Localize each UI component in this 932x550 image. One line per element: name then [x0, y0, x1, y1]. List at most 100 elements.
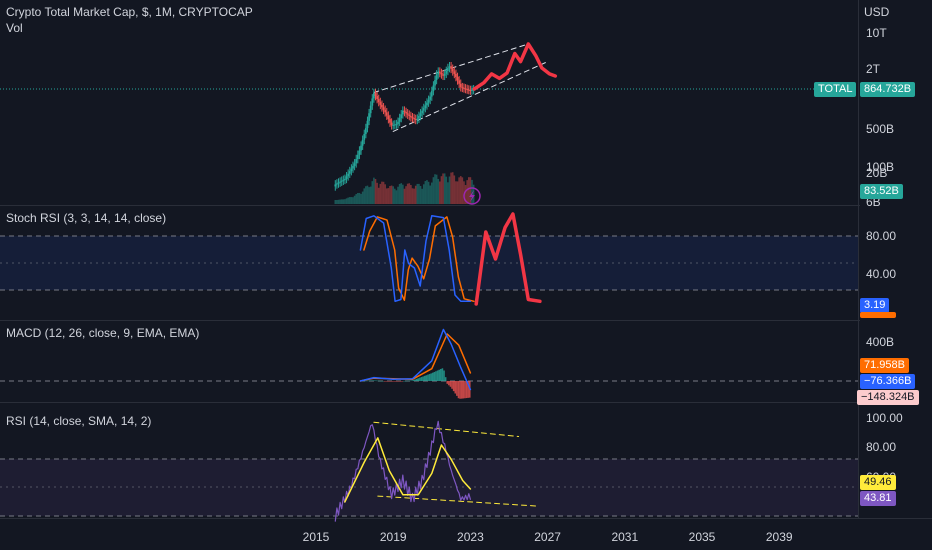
candle-body: [453, 71, 456, 74]
candle-body: [403, 110, 406, 112]
rsi-line: [334, 420, 471, 522]
candle-body: [336, 183, 338, 185]
macd-histogram-bar: [420, 377, 423, 381]
candle-body: [467, 89, 470, 91]
volume-bar: [410, 184, 412, 204]
lightning-icon[interactable]: [463, 187, 481, 205]
macd-histogram-bar: [448, 381, 450, 386]
volume-bar: [358, 192, 361, 204]
rsi-ma-line: [344, 437, 472, 503]
candle-body: [427, 99, 430, 103]
volume-bar: [411, 188, 414, 204]
macd-histogram-bar: [378, 380, 381, 382]
candle-body: [401, 110, 404, 115]
volume-bar: [431, 182, 433, 204]
stoch-rsi-title: Stoch RSI (3, 3, 14, 14, close): [6, 211, 167, 225]
macd-histogram-bar: [370, 380, 373, 382]
x-tick-label: 2023: [457, 530, 484, 544]
macd-histogram-bar: [419, 377, 421, 381]
candle-body: [366, 120, 369, 129]
macd-histogram-bar: [394, 381, 397, 382]
volume-bar: [408, 183, 411, 204]
macd-signal-badge: 71.958B: [860, 358, 909, 373]
volume-bar: [405, 186, 407, 204]
macd-histogram-bar: [427, 374, 429, 381]
volume-bar: [384, 184, 386, 204]
macd-histogram-bar: [406, 380, 408, 382]
candle-body: [374, 93, 377, 97]
volume-bar: [421, 188, 423, 204]
macd-y-axis[interactable]: 400B: [866, 335, 894, 349]
y-tick-label: 80.00: [866, 440, 896, 454]
macd-histogram-bar: [407, 380, 410, 382]
candle-body: [400, 114, 403, 119]
candle-body: [438, 71, 441, 74]
candle-body: [437, 71, 440, 75]
volume-bar: [450, 172, 452, 204]
candle-body: [419, 113, 422, 116]
candle-body: [384, 109, 387, 113]
macd-histogram-bar: [367, 380, 370, 382]
stoch-y-axis[interactable]: 80.00 40.00: [866, 229, 896, 281]
candle-body: [392, 124, 395, 126]
volume-bar: [466, 180, 468, 204]
candle-body: [432, 85, 435, 92]
candle-body: [390, 122, 393, 126]
y-tick-label: 100.00: [866, 411, 903, 425]
y-tick-label: 80.00: [866, 229, 896, 243]
volume-bar: [437, 178, 440, 204]
y-tick-label: 400B: [866, 335, 894, 349]
macd-histogram-bar: [364, 380, 367, 382]
candle-body: [414, 119, 417, 121]
macd-histogram-bar: [425, 375, 428, 381]
candle-body: [376, 96, 379, 100]
macd-histogram-bar: [398, 381, 400, 382]
volume-bar: [348, 197, 351, 204]
y-tick-label: 500B: [866, 122, 894, 136]
candle-body: [337, 182, 340, 184]
volume-bar: [406, 183, 409, 204]
candle-body: [413, 118, 416, 120]
macd-histogram-bar: [382, 380, 384, 382]
candle-body: [429, 96, 432, 100]
candle-body: [424, 105, 427, 109]
volume-bar: [347, 197, 349, 204]
candle-body: [377, 99, 380, 103]
volume-bar: [467, 177, 470, 204]
macd-histogram-bar: [404, 380, 407, 382]
volume-bar: [464, 185, 467, 204]
candle-body: [456, 76, 459, 81]
volume-bar: [352, 197, 354, 204]
volume-bar: [456, 181, 459, 204]
time-x-axis[interactable]: 2015 2019 2023 2027 2031 2035 2039: [303, 530, 793, 544]
macd-histogram-bar: [372, 380, 375, 381]
channel-lower-line: [392, 61, 549, 132]
candle-body: [369, 105, 372, 114]
volume-bar: [342, 199, 345, 204]
volume-bar: [363, 188, 366, 204]
volume-bar: [345, 198, 348, 204]
macd-histogram-bar: [457, 381, 460, 399]
macd-title: MACD (12, 26, close, 9, EMA, EMA): [6, 326, 200, 340]
volume-bar: [413, 188, 415, 204]
macd-histogram-bar: [386, 381, 389, 382]
candle-body: [448, 66, 451, 69]
volume-bar: [392, 186, 394, 204]
volume-bar: [398, 183, 401, 204]
candle-body: [363, 133, 366, 140]
x-tick-label: 2015: [303, 530, 330, 544]
candle-body: [368, 113, 370, 121]
volume-bar: [394, 188, 396, 204]
x-tick-label: 2027: [534, 530, 561, 544]
rsi-value-badge: 43.81: [860, 491, 896, 506]
volume-bar: [376, 182, 378, 204]
macd-histogram-bar: [401, 381, 404, 382]
volume-bar: [427, 181, 430, 204]
symbol-badge[interactable]: TOTAL: [814, 82, 857, 97]
candle-body: [360, 145, 362, 151]
macd-histogram-bar: [422, 376, 424, 381]
volume-bar: [365, 186, 367, 204]
